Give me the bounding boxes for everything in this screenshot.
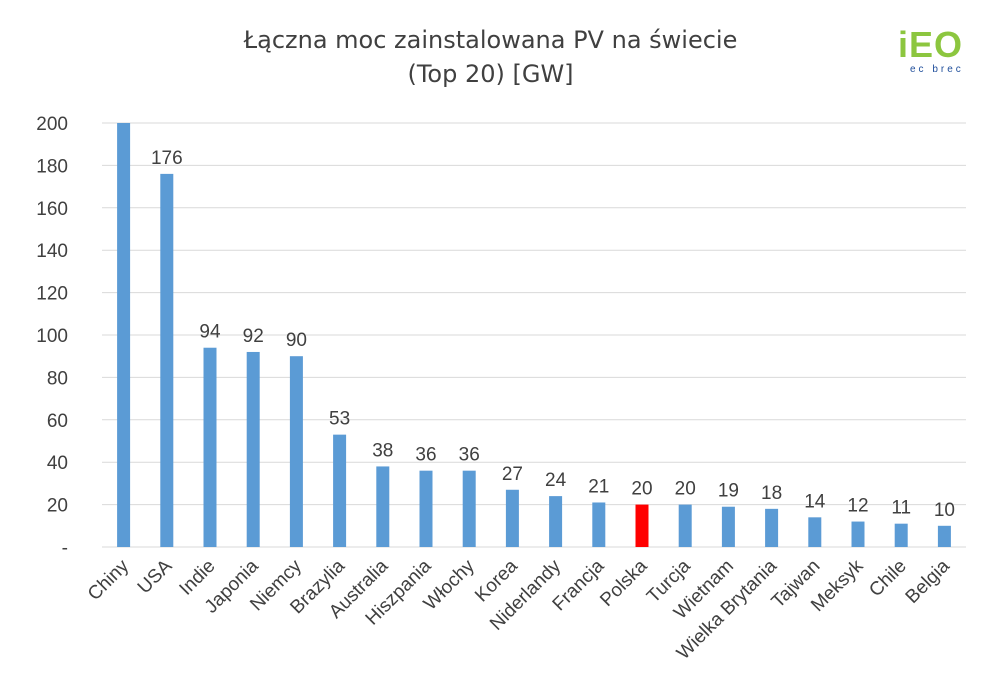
bar	[937, 525, 951, 547]
x-tick-label: Belgia	[902, 555, 955, 608]
logo-word: iEO	[898, 24, 964, 65]
y-tick-label: 20	[47, 496, 68, 517]
data-label: 36	[415, 445, 436, 466]
y-tick-label: 80	[47, 368, 68, 389]
data-label: 36	[459, 445, 480, 466]
bar	[160, 173, 174, 547]
bar	[678, 504, 692, 547]
bar	[592, 502, 606, 547]
ieo-logo: iEO ec brec	[896, 24, 980, 80]
data-label: 176	[151, 148, 183, 169]
bar	[333, 434, 347, 547]
x-tick-label: USA	[134, 555, 177, 598]
bar	[549, 496, 563, 547]
bar	[376, 466, 390, 547]
y-tick-label: 60	[47, 411, 68, 432]
data-label: 94	[199, 322, 221, 343]
chart-title: Łączna moc zainstalowana PV na świecie	[243, 26, 738, 54]
data-label: 18	[761, 483, 782, 504]
data-label: 20	[675, 479, 696, 500]
bar	[721, 506, 735, 547]
chart-subtitle: (Top 20) [GW]	[407, 60, 574, 88]
logo-subtitle: ec brec	[910, 64, 964, 75]
y-tick-label: 120	[36, 284, 68, 305]
data-label: 20	[631, 479, 652, 500]
x-tick-label: Chiny	[84, 555, 134, 605]
data-label: 90	[286, 330, 307, 351]
data-label: 38	[372, 440, 393, 461]
data-label: 92	[243, 326, 264, 347]
y-tick-label: 180	[36, 156, 68, 177]
y-tick-label: 40	[47, 453, 68, 474]
bar	[419, 470, 433, 547]
y-tick-label: 140	[36, 241, 68, 262]
bar	[117, 123, 131, 547]
data-label: 21	[588, 476, 609, 497]
bar	[462, 470, 476, 547]
data-label: 19	[718, 481, 739, 502]
data-label: 12	[847, 496, 868, 517]
bar	[203, 347, 217, 547]
bar	[635, 504, 649, 547]
y-tick-label: 200	[36, 114, 68, 135]
bar	[505, 489, 519, 547]
bar	[808, 517, 822, 547]
data-label: 53	[329, 409, 350, 430]
y-tick-label: 160	[36, 199, 68, 220]
data-label: 14	[804, 491, 826, 512]
y-tick-label: 100	[36, 326, 68, 347]
data-label: 10	[934, 500, 955, 521]
data-label: 27	[502, 464, 523, 485]
data-label: 11	[891, 498, 911, 519]
y-tick-label: -	[62, 538, 68, 559]
bar	[765, 508, 779, 547]
bar	[289, 356, 303, 547]
bar	[246, 351, 260, 547]
x-tick-label: Polska	[596, 555, 651, 610]
data-label: 24	[545, 470, 567, 491]
bar	[894, 523, 908, 547]
bar	[851, 521, 865, 547]
